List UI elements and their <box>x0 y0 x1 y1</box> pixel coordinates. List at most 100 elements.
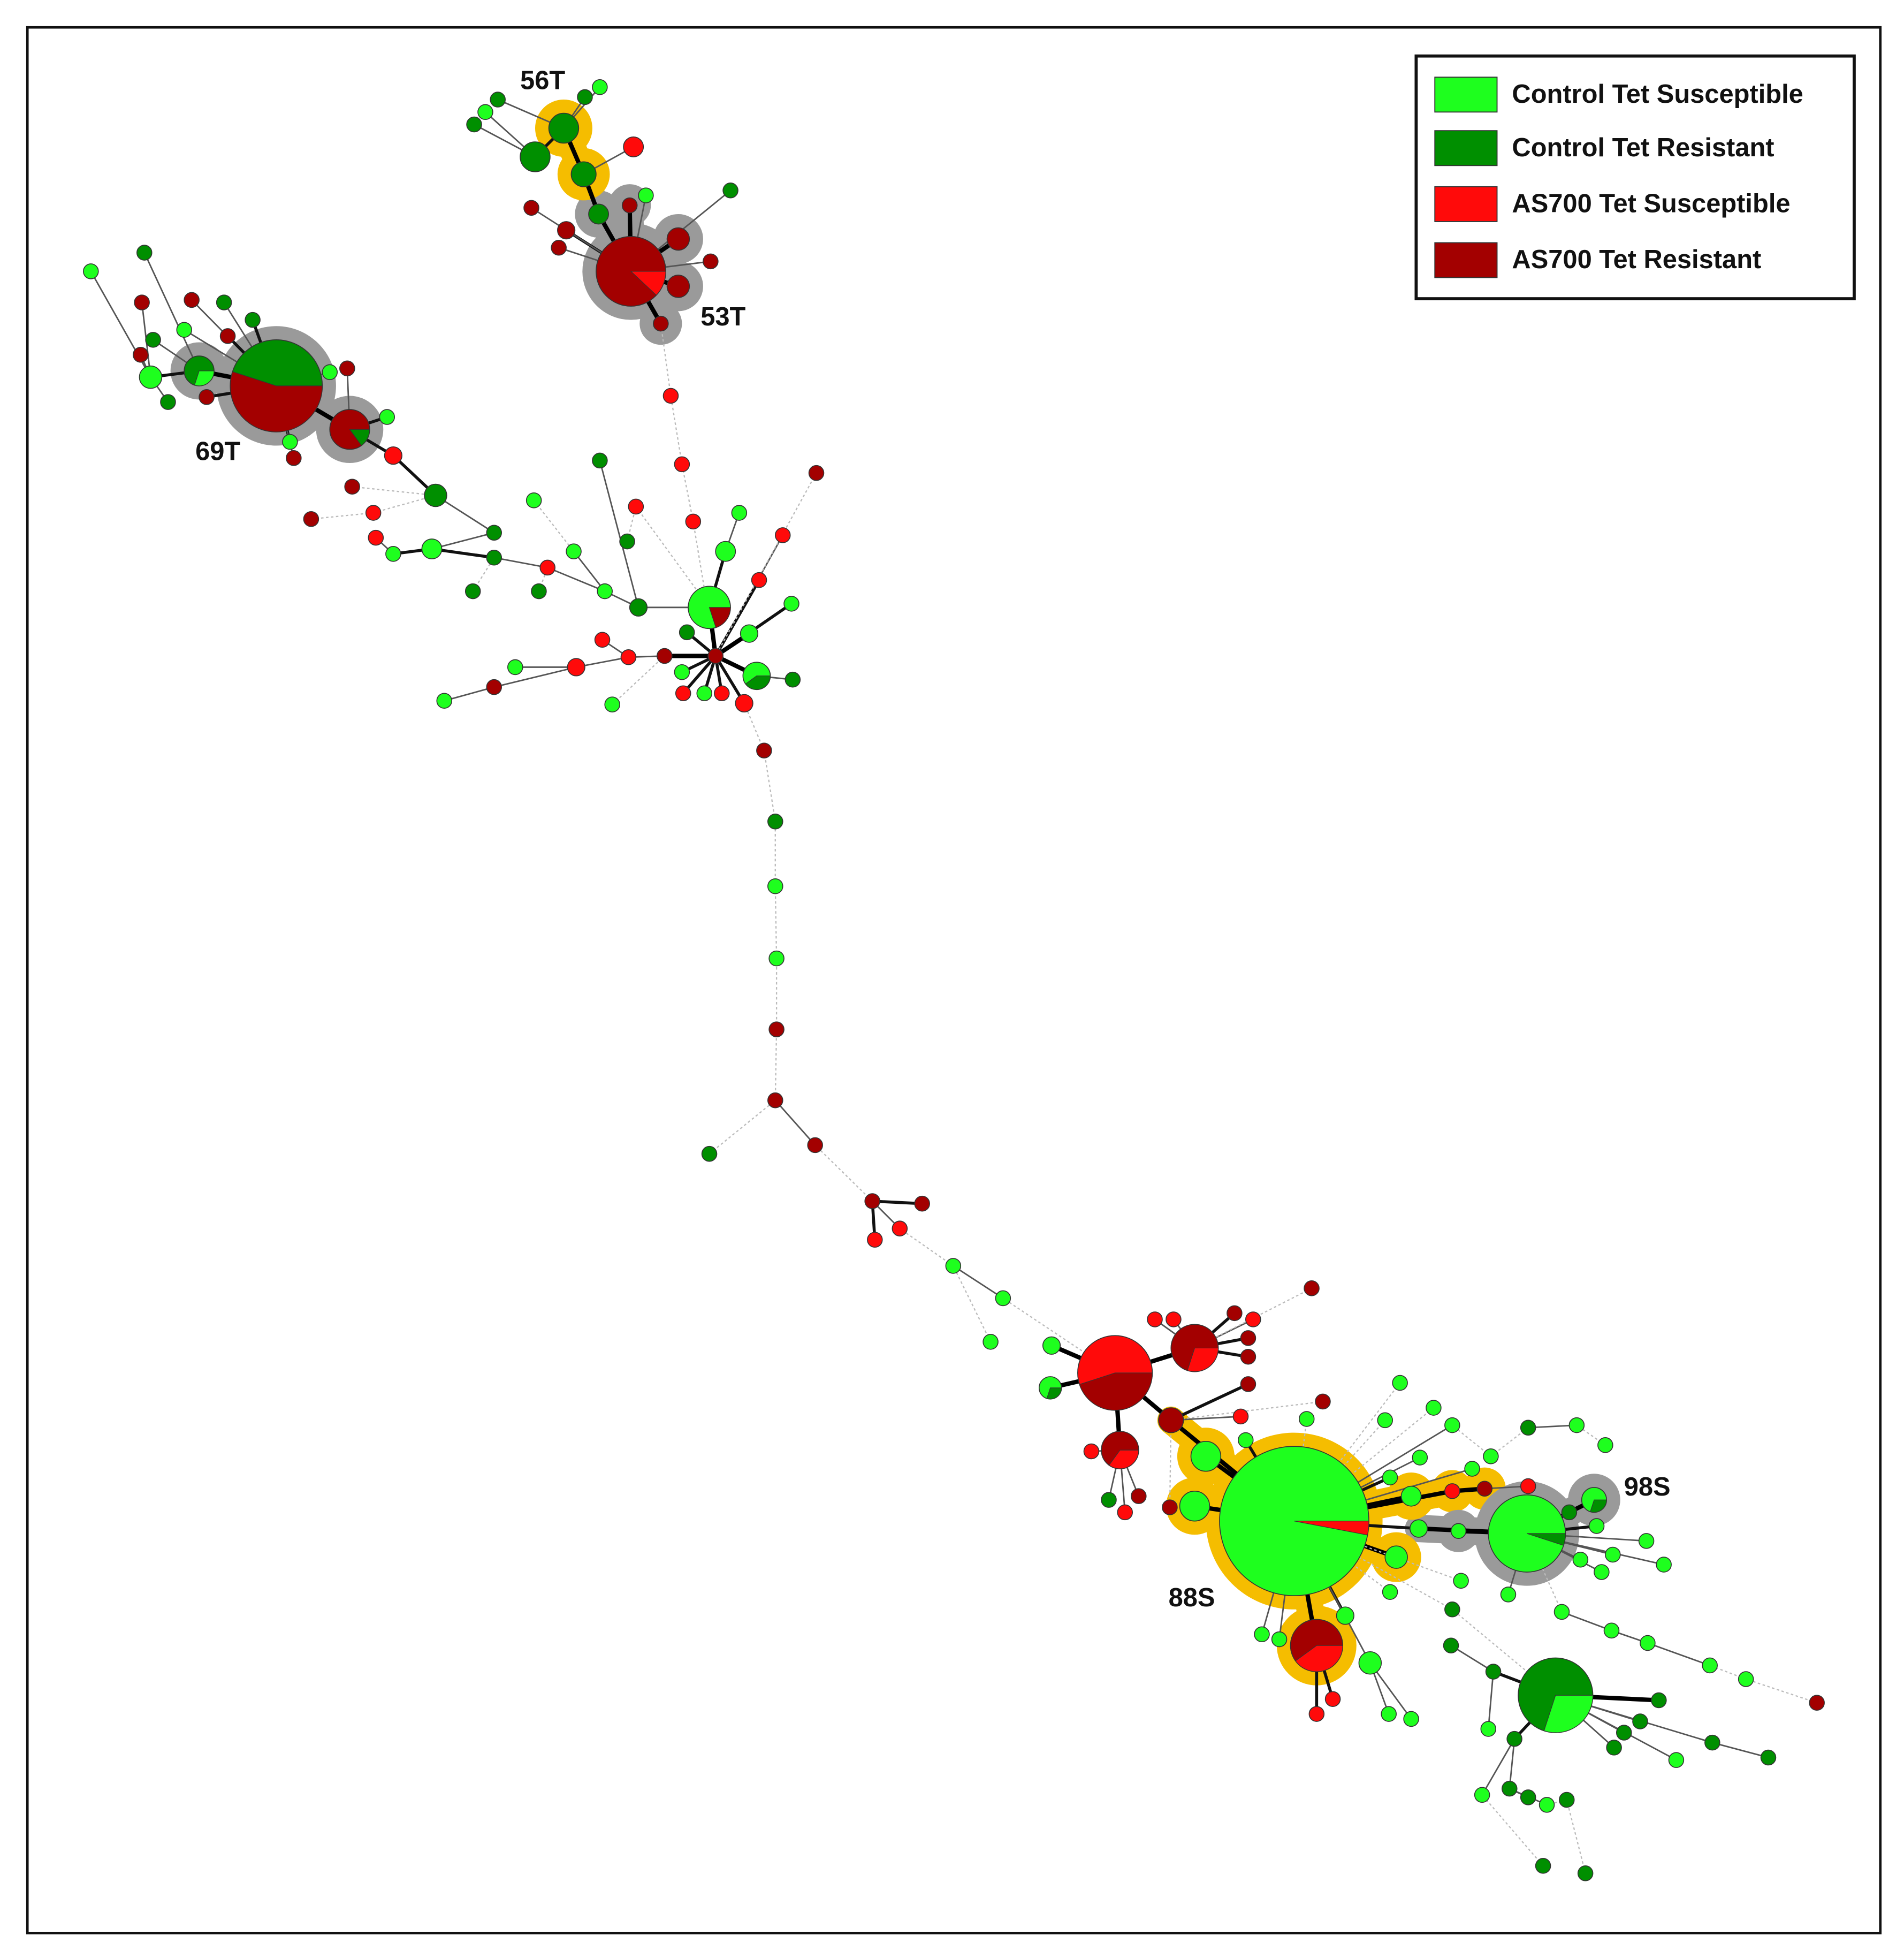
node <box>365 505 382 521</box>
node <box>1597 1437 1613 1453</box>
node <box>914 1195 930 1212</box>
node <box>134 294 150 310</box>
node <box>1594 1564 1610 1580</box>
legend-label: AS700 Tet Susceptible <box>1512 189 1790 218</box>
node <box>714 685 730 702</box>
node <box>384 446 402 465</box>
node <box>751 572 767 588</box>
node <box>1480 1721 1497 1737</box>
node <box>1558 1792 1575 1808</box>
node <box>133 346 149 363</box>
node <box>1502 1780 1518 1797</box>
node <box>507 659 523 676</box>
node <box>1603 1622 1620 1639</box>
node <box>1444 1483 1460 1499</box>
edge <box>682 655 717 695</box>
node <box>1324 1691 1341 1707</box>
node <box>707 648 723 664</box>
node <box>629 598 648 617</box>
node <box>1158 1407 1184 1433</box>
node <box>722 183 738 199</box>
node <box>379 409 395 425</box>
edge <box>1528 1424 1577 1429</box>
node <box>1520 1478 1536 1494</box>
node <box>735 694 753 712</box>
node <box>1453 1573 1469 1589</box>
cluster-label: 56T <box>520 66 565 95</box>
node <box>1485 1664 1502 1680</box>
node <box>774 527 791 543</box>
node <box>715 541 736 562</box>
node <box>286 450 302 466</box>
node <box>344 479 360 495</box>
node <box>1147 1311 1163 1327</box>
edge <box>1481 1794 1544 1866</box>
cluster-label: 88S <box>1169 1583 1215 1612</box>
edge <box>1450 1645 1494 1673</box>
edge <box>709 1099 776 1155</box>
node-wedge <box>1108 1449 1139 1469</box>
node <box>1117 1504 1133 1521</box>
node <box>783 596 799 612</box>
node <box>1042 1336 1061 1355</box>
legend: Control Tet Susceptible Control Tet Resis… <box>1414 54 1856 301</box>
node <box>1702 1657 1718 1674</box>
node <box>1298 1411 1315 1427</box>
node <box>1254 1626 1270 1643</box>
node <box>740 624 759 643</box>
edge <box>373 495 436 514</box>
node <box>1232 1408 1249 1425</box>
node <box>551 239 567 256</box>
cluster-label: 53T <box>700 302 745 331</box>
node <box>1304 1280 1320 1296</box>
node <box>1190 1441 1222 1472</box>
edge <box>352 486 436 496</box>
node <box>1535 1858 1551 1874</box>
node <box>570 161 597 187</box>
edge <box>1171 1401 1323 1421</box>
node <box>1668 1752 1685 1768</box>
legend-label: Control Tet Susceptible <box>1512 80 1803 109</box>
node <box>1308 1706 1325 1722</box>
edge <box>311 512 374 520</box>
node <box>1577 1865 1594 1881</box>
node <box>1809 1695 1825 1711</box>
node <box>674 456 690 473</box>
node <box>1382 1584 1398 1600</box>
node <box>1476 1481 1493 1497</box>
edge <box>814 1144 873 1202</box>
edge <box>547 567 605 592</box>
edge <box>431 532 494 550</box>
node <box>303 511 319 527</box>
node <box>807 1137 823 1153</box>
node <box>767 1092 783 1109</box>
node <box>1483 1448 1499 1464</box>
node <box>685 513 702 530</box>
node <box>1358 1651 1382 1675</box>
node <box>657 648 673 664</box>
node <box>466 116 482 133</box>
edge <box>670 396 683 465</box>
node <box>1616 1725 1632 1741</box>
node <box>1606 1740 1622 1756</box>
node <box>1638 1533 1655 1549</box>
node <box>199 389 215 405</box>
node <box>1651 1692 1667 1709</box>
node-layer <box>83 79 1825 1881</box>
node <box>594 632 611 648</box>
node-wedge <box>1079 1372 1153 1411</box>
edge <box>1647 1642 1710 1666</box>
node <box>674 664 690 680</box>
node <box>1271 1631 1288 1648</box>
node <box>767 878 783 894</box>
node <box>1131 1488 1147 1504</box>
node <box>1166 1311 1182 1327</box>
node <box>1500 1587 1517 1603</box>
edge <box>1487 1671 1494 1729</box>
node <box>566 543 582 559</box>
node <box>867 1232 883 1248</box>
node <box>864 1193 880 1209</box>
node <box>662 388 679 404</box>
legend-swatch <box>1434 186 1498 222</box>
node-wedge <box>1187 1347 1219 1372</box>
